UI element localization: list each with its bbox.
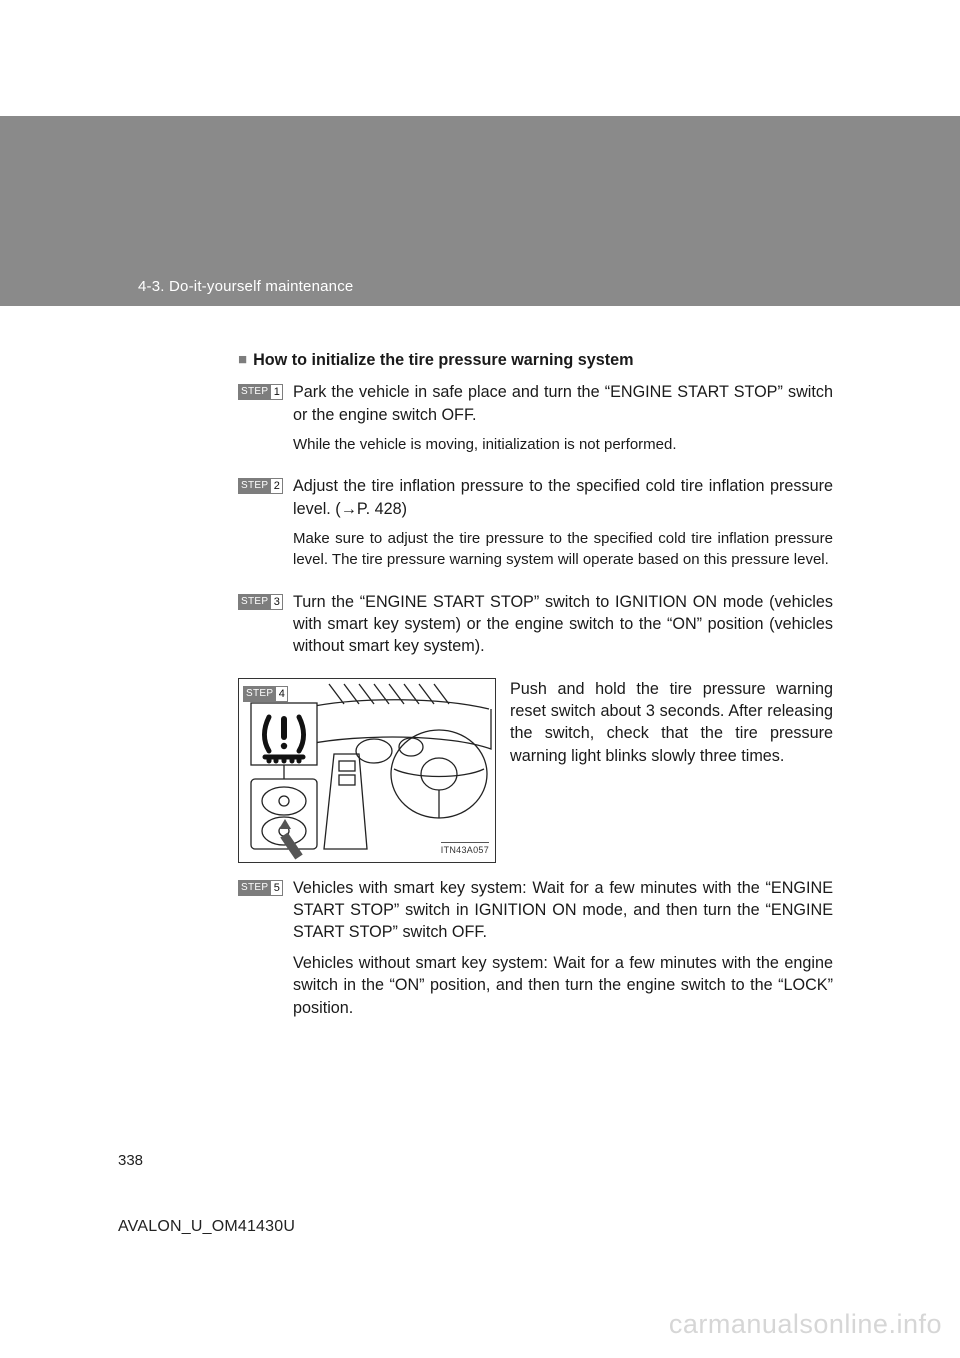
document-code: AVALON_U_OM41430U (118, 1218, 295, 1236)
step-2-main: Adjust the tire inflation pressure to th… (293, 475, 833, 520)
step-2-note: Make sure to adjust the tire pressure to… (293, 528, 833, 571)
subheading-text: How to initialize the tire pressure warn… (253, 351, 634, 369)
subheading: ■ How to initialize the tire pressure war… (238, 349, 833, 371)
step-4-figure: STEP4 (238, 678, 496, 863)
step-5-body: Vehicles with smart key system: Wait for… (293, 877, 833, 1019)
step-1: STEP1 Park the vehicle in safe place and… (238, 381, 833, 463)
step-1-note: While the vehicle is moving, initializat… (293, 434, 833, 455)
step-4: STEP4 (238, 678, 833, 863)
step-number: 2 (271, 478, 283, 494)
step-label: STEP (238, 478, 271, 494)
step-number: 3 (271, 594, 283, 610)
step-tag-5: STEP5 (238, 880, 288, 896)
figure-code: ITN43A057 (441, 842, 489, 856)
arrow-icon: → (341, 500, 357, 518)
step-5-p1: Vehicles with smart key system: Wait for… (293, 877, 833, 944)
step-tag-3: STEP3 (238, 594, 288, 610)
watermark: carmanualsonline.info (669, 1309, 942, 1340)
step-label: STEP (238, 384, 271, 400)
step-number: 5 (271, 880, 283, 896)
content-area: ■ How to initialize the tire pressure war… (238, 349, 833, 1039)
step-3: STEP3 Turn the “ENGINE START STOP” switc… (238, 591, 833, 666)
manual-page: 4-3. Do-it-yourself maintenance ■ How to … (0, 0, 960, 1358)
step-3-body: Turn the “ENGINE START STOP” switch to I… (293, 591, 833, 658)
step-3-main: Turn the “ENGINE START STOP” switch to I… (293, 591, 833, 658)
step-number: 1 (271, 384, 283, 400)
step-1-main: Park the vehicle in safe place and turn … (293, 381, 833, 426)
step-2-body: Adjust the tire inflation pressure to th… (293, 475, 833, 570)
step-5: STEP5 Vehicles with smart key system: Wa… (238, 877, 833, 1027)
step-label: STEP (238, 880, 271, 896)
step-1-body: Park the vehicle in safe place and turn … (293, 381, 833, 455)
step-2: STEP2 Adjust the tire inflation pressure… (238, 475, 833, 578)
dashboard-illustration (239, 679, 495, 862)
section-label: 4-3. Do-it-yourself maintenance (138, 278, 353, 295)
step-tag-2: STEP2 (238, 478, 288, 494)
step-tag-1: STEP1 (238, 384, 288, 400)
square-bullet-icon: ■ (238, 350, 247, 371)
step-2-main-b: P. 428) (357, 500, 407, 518)
step-5-p2: Vehicles without smart key system: Wait … (293, 952, 833, 1019)
page-number: 338 (118, 1152, 143, 1169)
step-label: STEP (238, 594, 271, 610)
step-4-text: Push and hold the tire pressure warning … (510, 678, 833, 863)
